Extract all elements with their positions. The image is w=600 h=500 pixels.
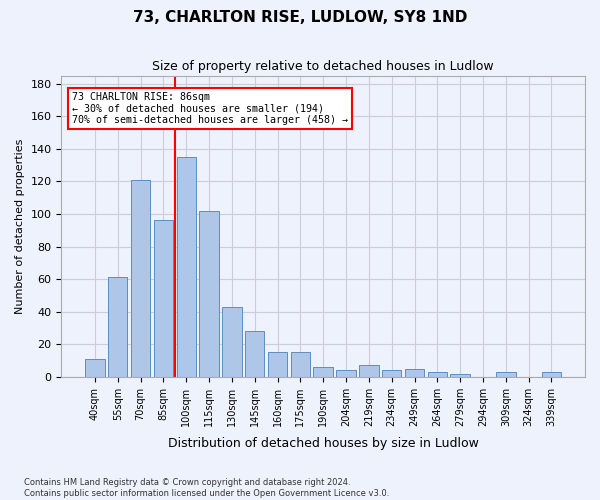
Y-axis label: Number of detached properties: Number of detached properties <box>15 138 25 314</box>
X-axis label: Distribution of detached houses by size in Ludlow: Distribution of detached houses by size … <box>168 437 479 450</box>
Bar <box>176 157 196 377</box>
Text: 73 CHARLTON RISE: 86sqm
← 30% of detached houses are smaller (194)
70% of semi-d: 73 CHARLTON RISE: 86sqm ← 30% of detache… <box>72 92 348 126</box>
Bar <box>245 331 265 377</box>
Bar <box>154 220 173 377</box>
Bar <box>428 372 447 377</box>
Bar <box>496 372 515 377</box>
Bar <box>313 367 333 377</box>
Bar <box>85 359 104 377</box>
Bar <box>290 352 310 377</box>
Bar <box>359 366 379 377</box>
Bar <box>451 374 470 377</box>
Bar <box>405 368 424 377</box>
Title: Size of property relative to detached houses in Ludlow: Size of property relative to detached ho… <box>152 60 494 73</box>
Bar <box>337 370 356 377</box>
Bar <box>131 180 150 377</box>
Bar <box>108 278 127 377</box>
Bar <box>542 372 561 377</box>
Text: Contains HM Land Registry data © Crown copyright and database right 2024.
Contai: Contains HM Land Registry data © Crown c… <box>24 478 389 498</box>
Bar <box>268 352 287 377</box>
Text: 73, CHARLTON RISE, LUDLOW, SY8 1ND: 73, CHARLTON RISE, LUDLOW, SY8 1ND <box>133 10 467 25</box>
Bar <box>382 370 401 377</box>
Bar <box>222 307 242 377</box>
Bar <box>199 210 219 377</box>
